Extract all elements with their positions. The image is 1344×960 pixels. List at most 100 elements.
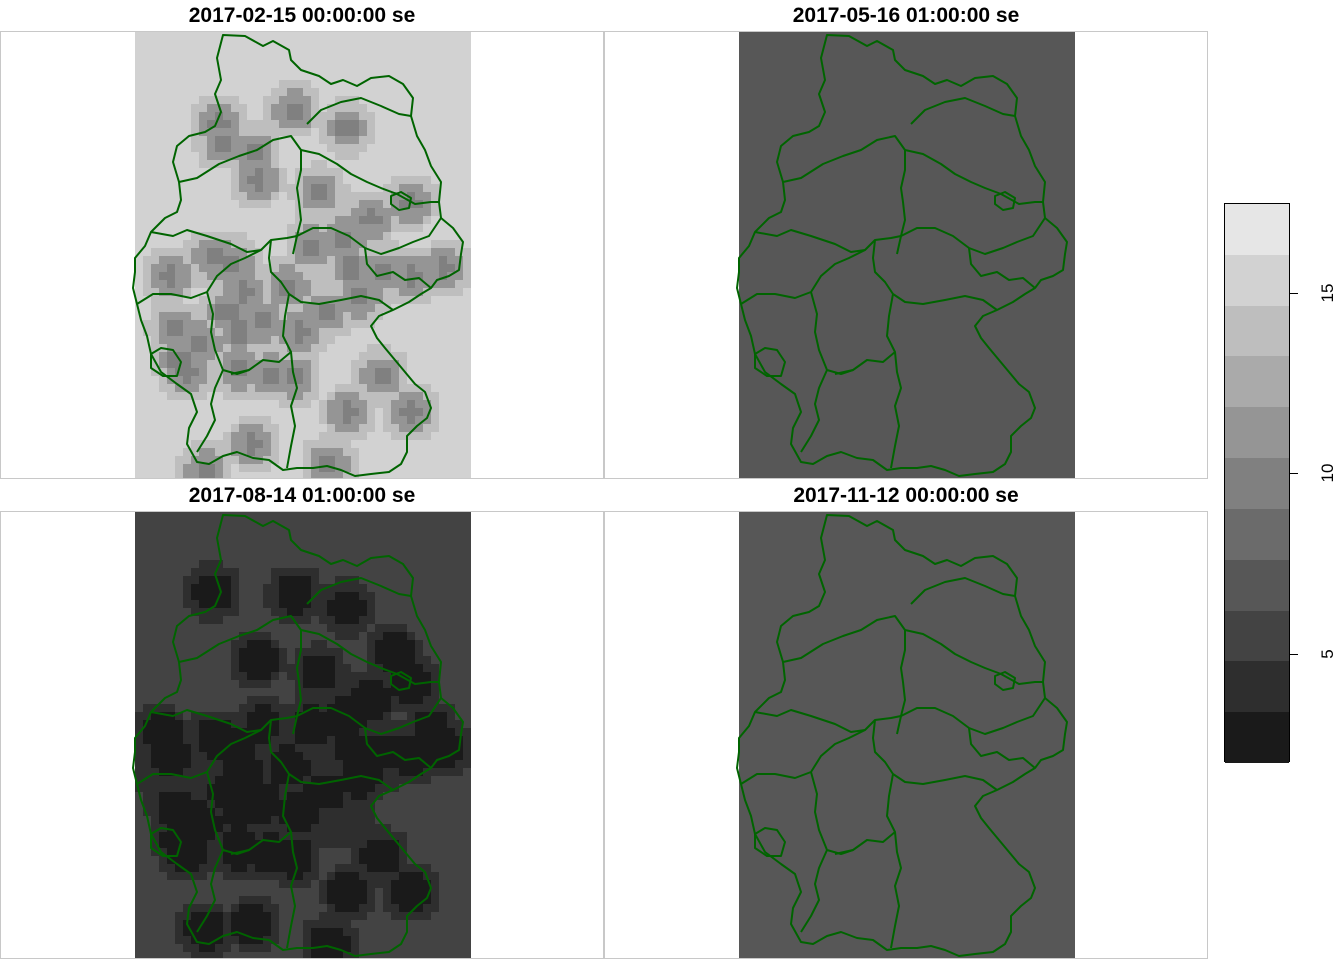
raster-cell xyxy=(295,616,303,624)
raster-cell xyxy=(271,936,279,944)
raster-cell xyxy=(455,288,463,296)
raster-cell xyxy=(407,184,415,192)
raster-cell xyxy=(407,648,415,656)
raster-cell xyxy=(263,896,271,904)
raster-cell xyxy=(271,112,279,120)
raster-cell xyxy=(239,176,247,184)
raster-cell xyxy=(359,688,367,696)
raster-cell xyxy=(271,120,279,128)
raster-cell xyxy=(423,896,431,904)
raster-cell xyxy=(327,432,335,440)
raster-cell xyxy=(287,808,295,816)
raster-cell xyxy=(231,264,239,272)
raster-cell xyxy=(391,272,399,280)
raster-cell xyxy=(327,888,335,896)
raster-cell xyxy=(351,808,359,816)
raster-cell xyxy=(183,376,191,384)
raster-cell xyxy=(399,192,407,200)
raster-cell xyxy=(391,384,399,392)
raster-cell xyxy=(343,112,351,120)
raster-cell xyxy=(399,368,407,376)
raster-cell xyxy=(223,456,231,464)
raster-cell xyxy=(255,152,263,160)
raster-cell xyxy=(335,232,343,240)
raster-cell xyxy=(383,656,391,664)
raster-cell xyxy=(359,384,367,392)
raster-cell xyxy=(223,608,231,616)
raster-cell xyxy=(207,360,215,368)
raster-cell xyxy=(143,752,151,760)
raster-cell xyxy=(351,360,359,368)
raster-cell xyxy=(183,464,191,472)
raster-cell xyxy=(407,424,415,432)
raster-cell xyxy=(359,880,367,888)
raster-cell xyxy=(319,440,327,448)
raster-cell xyxy=(263,824,271,832)
raster-cell xyxy=(367,752,375,760)
raster-cell xyxy=(287,664,295,672)
raster-cell xyxy=(151,720,159,728)
raster-cell xyxy=(311,688,319,696)
raster-cell xyxy=(423,200,431,208)
raster-cell xyxy=(351,944,359,952)
raster-cell xyxy=(263,648,271,656)
raster-cell xyxy=(399,256,407,264)
raster-cell xyxy=(311,752,319,760)
raster-cell xyxy=(423,664,431,672)
raster-cell xyxy=(207,136,215,144)
legend-bin xyxy=(1225,559,1289,612)
state-border xyxy=(268,719,394,791)
raster-cell xyxy=(263,464,271,472)
raster-cell xyxy=(207,616,215,624)
raster-cell xyxy=(279,344,287,352)
raster-cell xyxy=(399,880,407,888)
raster-cell xyxy=(359,912,367,920)
raster-cell xyxy=(191,920,199,928)
raster-cell xyxy=(255,896,263,904)
raster-cell xyxy=(271,848,279,856)
raster-cell xyxy=(327,288,335,296)
raster-cell xyxy=(223,792,231,800)
raster-cell xyxy=(327,312,335,320)
raster-cell xyxy=(391,704,399,712)
raster-cell xyxy=(199,120,207,128)
raster-cell xyxy=(319,712,327,720)
raster-cell xyxy=(151,344,159,352)
state-border xyxy=(886,773,902,949)
raster-cell xyxy=(335,648,343,656)
raster-cell xyxy=(367,872,375,880)
raster-cell xyxy=(407,416,415,424)
raster-cell xyxy=(335,872,343,880)
raster-cell xyxy=(247,392,255,400)
raster-cell xyxy=(335,272,343,280)
raster-cell xyxy=(247,856,255,864)
raster-cell xyxy=(239,784,247,792)
raster-cell xyxy=(335,768,343,776)
raster-cell xyxy=(199,760,207,768)
raster-cell xyxy=(247,784,255,792)
state-border xyxy=(872,239,998,311)
raster-cell xyxy=(431,752,439,760)
raster-cell xyxy=(367,720,375,728)
raster-cell xyxy=(159,856,167,864)
raster-cell xyxy=(327,616,335,624)
raster-cell xyxy=(415,184,423,192)
raster-cell xyxy=(175,304,183,312)
raster-cell xyxy=(407,680,415,688)
raster-cell xyxy=(255,936,263,944)
raster-cell xyxy=(207,352,215,360)
raster-cell xyxy=(367,792,375,800)
raster-cell xyxy=(263,336,271,344)
raster-cell xyxy=(319,288,327,296)
raster-cell xyxy=(223,464,231,472)
raster-cell xyxy=(343,720,351,728)
raster-cell xyxy=(287,288,295,296)
raster-cell xyxy=(375,256,383,264)
raster-cell xyxy=(383,648,391,656)
raster-cell xyxy=(239,808,247,816)
raster-cell xyxy=(167,352,175,360)
raster-cell xyxy=(175,840,183,848)
raster-cell xyxy=(303,832,311,840)
raster-cell xyxy=(207,608,215,616)
raster-cell xyxy=(279,168,287,176)
